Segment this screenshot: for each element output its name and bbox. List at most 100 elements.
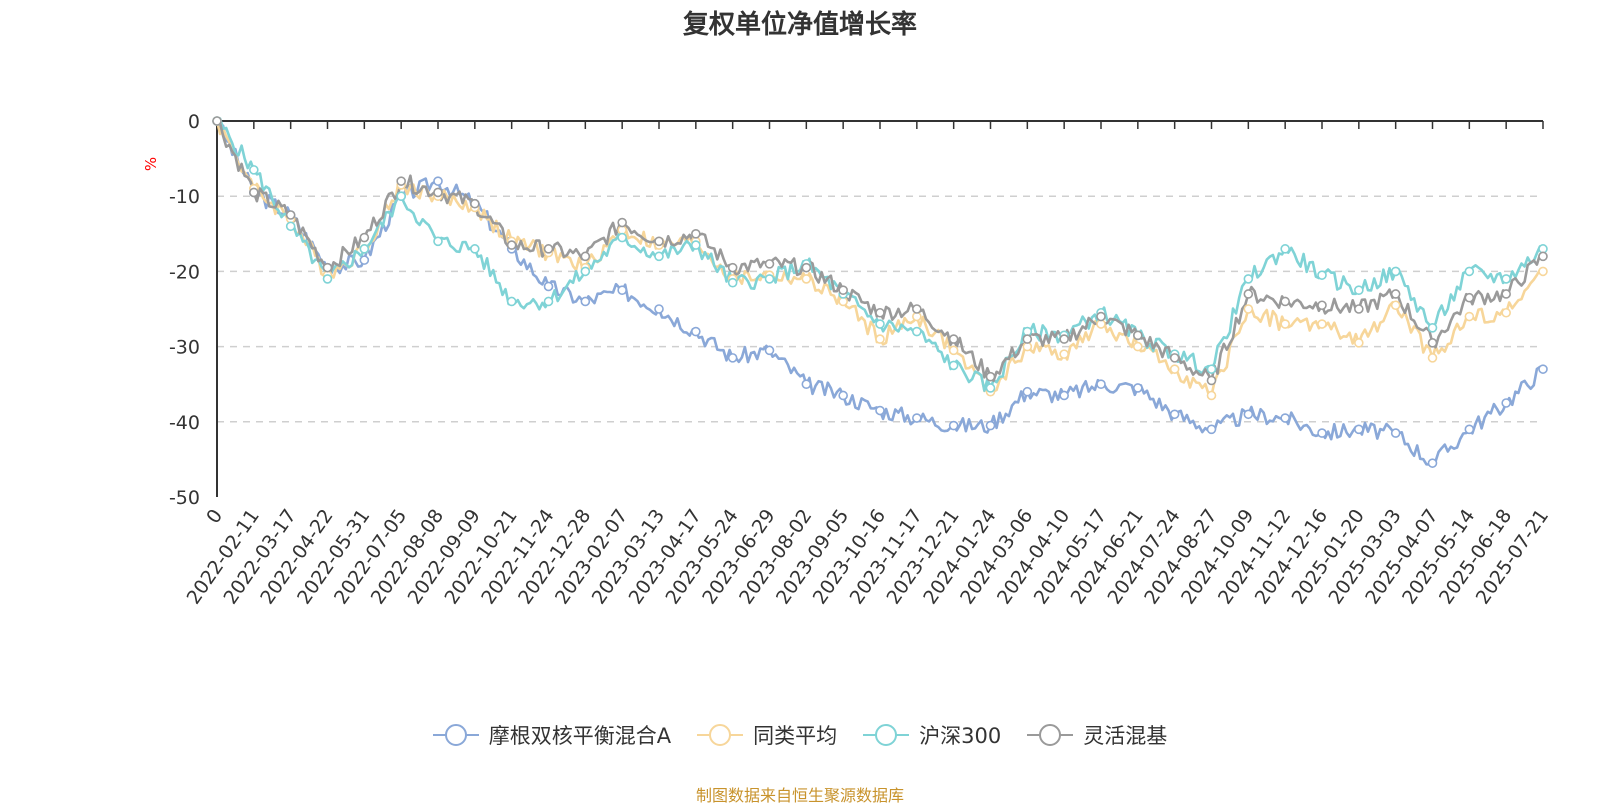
data-point [543, 296, 554, 307]
data-point [1464, 292, 1475, 303]
data-point [1538, 251, 1548, 262]
data-point [1501, 398, 1511, 408]
data-point [1169, 353, 1180, 363]
data-point [1501, 307, 1511, 318]
legend: 摩根双核平衡混合A 同类平均 沪深300 灵活混基 [0, 720, 1600, 750]
data-point [1133, 383, 1143, 393]
data-point [1133, 341, 1143, 352]
legend-item[interactable]: 摩根双核平衡混合A [432, 720, 672, 750]
data-point [580, 266, 591, 277]
legend-swatch-icon [863, 723, 910, 747]
data-point [212, 116, 222, 126]
series-line [216, 117, 1544, 392]
data-point [617, 232, 627, 243]
data-point [617, 285, 627, 296]
data-point [470, 244, 480, 254]
data-point [1464, 424, 1475, 435]
chart-title: 复权单位净值增长率 [682, 10, 917, 40]
legend-label: 摩根双核平衡混合A [488, 724, 672, 748]
data-point [875, 405, 885, 416]
data-point [838, 285, 848, 296]
data-point [359, 232, 370, 243]
data-point [985, 383, 996, 393]
data-point [1169, 409, 1180, 420]
data-point [1464, 311, 1475, 322]
y-tick-label: -40 [169, 412, 200, 434]
legend-item[interactable]: 灵活混基 [1027, 720, 1167, 750]
data-point [1206, 375, 1217, 386]
data-point [1280, 319, 1290, 329]
data-point [1022, 334, 1033, 344]
data-point [948, 334, 959, 344]
data-point [1427, 322, 1438, 333]
series-markers [212, 116, 1548, 468]
data-point [727, 353, 738, 363]
data-point [1243, 304, 1254, 314]
data-point [359, 244, 370, 254]
data-point [322, 262, 333, 273]
data-point [1133, 330, 1143, 341]
data-point [580, 296, 591, 307]
legend-swatch-icon [697, 723, 744, 747]
y-tick-label: -50 [169, 487, 200, 509]
data-point [1096, 379, 1106, 390]
data-point [1280, 413, 1290, 423]
data-point [506, 296, 517, 307]
data-point [1206, 390, 1217, 401]
data-point [1059, 334, 1069, 344]
data-point [1317, 300, 1327, 311]
data-point [1464, 266, 1475, 277]
data-point [912, 326, 922, 337]
data-point [1427, 458, 1438, 468]
data-point [580, 251, 591, 262]
data-point [396, 176, 406, 186]
data-point [801, 262, 812, 273]
data-point [396, 191, 406, 201]
data-point [1538, 364, 1548, 374]
data-point [285, 221, 296, 232]
data-point [1390, 289, 1401, 299]
data-point [1059, 390, 1069, 401]
data-point [249, 165, 259, 175]
data-point [875, 334, 885, 344]
data-point [1059, 349, 1069, 359]
data-point [543, 281, 554, 292]
data-point [543, 244, 554, 254]
y-tick-label: -10 [169, 186, 200, 208]
legend-item[interactable]: 同类平均 [697, 720, 837, 750]
data-point [1427, 338, 1438, 348]
data-point [1096, 311, 1106, 322]
data-point [433, 187, 443, 198]
data-point [875, 319, 885, 329]
data-point [1243, 289, 1254, 299]
x-tick-label: 0 [202, 505, 227, 528]
data-point [1501, 274, 1511, 284]
data-point [948, 420, 959, 431]
data-point [433, 236, 443, 247]
data-point [1390, 428, 1401, 438]
line-chart: 0-10-20-30-40-5002022-02-112022-03-17202… [142, 111, 1553, 608]
data-point [285, 210, 296, 220]
data-point [875, 307, 885, 318]
data-point [322, 274, 333, 284]
data-point [912, 413, 922, 423]
data-point [249, 187, 259, 198]
y-tick-label: -20 [169, 261, 200, 283]
data-point [506, 240, 517, 250]
data-source-note: 制图数据来自恒生聚源数据库 [695, 786, 904, 805]
data-point [654, 236, 664, 247]
data-point [1317, 270, 1327, 280]
data-point [948, 360, 959, 371]
data-point [1354, 285, 1364, 296]
data-point [764, 259, 775, 269]
axes: 0-10-20-30-40-5002022-02-112022-03-17202… [169, 111, 1553, 608]
legend-label: 同类平均 [753, 724, 838, 748]
y-axis-unit: % [142, 157, 160, 171]
data-point [1501, 289, 1511, 299]
legend-item[interactable]: 沪深300 [863, 720, 1001, 750]
data-point [1243, 274, 1254, 284]
data-point [470, 198, 480, 209]
data-point [1538, 266, 1548, 277]
y-tick-label: 0 [188, 111, 200, 133]
legend-label: 沪深300 [919, 724, 1002, 748]
